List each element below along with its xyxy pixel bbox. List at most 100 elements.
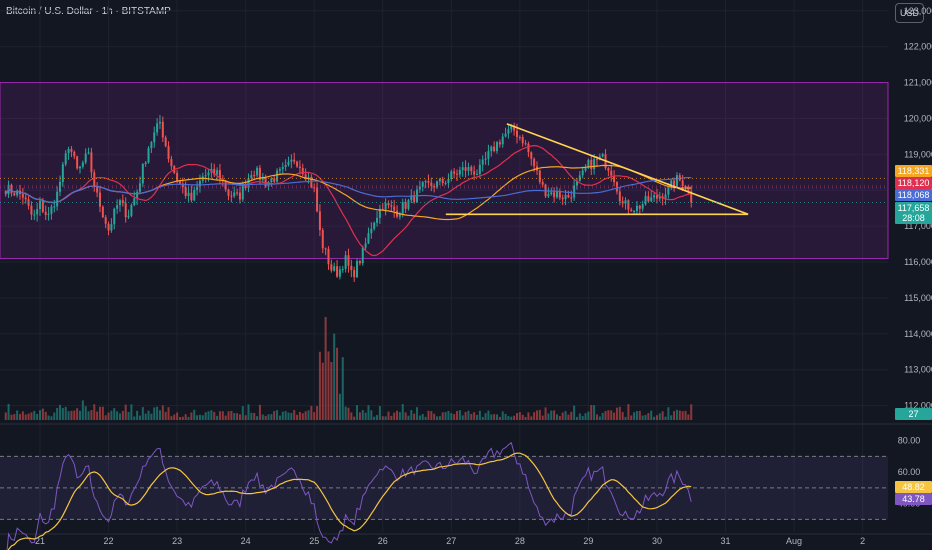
volume-bar (19, 413, 22, 420)
volume-bar (390, 415, 393, 420)
candle-body (187, 192, 190, 197)
triangle-pattern (445, 123, 749, 216)
candle-body (196, 186, 199, 190)
candle-body (230, 195, 233, 197)
volume-bar (458, 410, 461, 420)
volume-bar (373, 416, 376, 420)
candle-body (635, 205, 638, 212)
candle-body (78, 166, 81, 169)
candle-body (367, 233, 370, 244)
volume-bar (307, 410, 310, 420)
volume-bar (181, 416, 184, 420)
candle-body (498, 142, 501, 145)
volume-bar (653, 416, 656, 420)
volume-bar (76, 408, 79, 420)
volume-bar (147, 410, 150, 420)
volume-bar (550, 410, 553, 420)
volume-bar (287, 412, 290, 420)
candle-body (467, 167, 470, 171)
volume-bar (304, 411, 307, 420)
candle-body (141, 164, 144, 184)
volume-bar (527, 412, 530, 420)
candle-body (456, 173, 459, 175)
volume-bar (473, 412, 476, 420)
candle-body (16, 190, 19, 196)
candle-body (278, 169, 281, 171)
price-tick-label: 121,000 (904, 78, 932, 88)
volume-bar (638, 410, 641, 420)
candle-body (318, 211, 321, 230)
candle-body (64, 153, 67, 165)
candle-body (58, 181, 61, 192)
volume-bar (16, 410, 19, 420)
volume-bar (216, 415, 219, 420)
candle-body (287, 161, 290, 166)
volume-bar (267, 414, 270, 420)
currency-button[interactable]: USD (895, 3, 924, 23)
candle-body (101, 206, 104, 218)
candle-body (464, 167, 467, 171)
candle-body (584, 168, 587, 171)
candle-body (473, 171, 476, 175)
volume-bar (570, 411, 573, 420)
candle-body (675, 175, 678, 188)
volume-bar (624, 416, 627, 420)
volume-bar (253, 413, 256, 420)
candle-body (521, 137, 524, 144)
candle-body (453, 171, 456, 174)
volume-bar (116, 411, 119, 420)
volume-bar (176, 412, 179, 420)
volume-bar (678, 410, 681, 420)
candle-body (238, 192, 241, 200)
volume-bar (30, 412, 33, 420)
candle-body (658, 196, 661, 199)
volume-bar (607, 410, 610, 420)
volume-bar (647, 413, 650, 420)
rsi-badge: 43.78 (902, 494, 925, 504)
time-tick-label: 25 (309, 536, 319, 546)
candle-body (327, 248, 330, 265)
candle-body (30, 205, 33, 215)
candle-body (156, 123, 159, 133)
volume-bar (441, 412, 444, 420)
price-badge-bg (895, 177, 932, 189)
volume-bar (367, 405, 370, 420)
volume-bar (101, 406, 104, 420)
candle-body (190, 192, 193, 201)
candle-body (587, 159, 590, 169)
candle-body (161, 121, 164, 138)
candle-body (567, 195, 570, 198)
symbol-title[interactable]: Bitcoin / U.S. Dollar · 1h · BITSTAMP (6, 6, 171, 17)
price-tick-label: 115,000 (904, 293, 932, 303)
volume-bar (213, 412, 216, 420)
volume-bar (13, 414, 16, 420)
candle-body (56, 191, 59, 207)
volume-bar (10, 414, 13, 420)
volume-bar (153, 407, 156, 420)
candle-body (398, 213, 401, 217)
volume-bar (504, 413, 507, 420)
candle-body (530, 152, 533, 159)
volume-bar (470, 413, 473, 420)
volume-bar (567, 414, 570, 420)
candle-body (47, 213, 50, 215)
candle-body (527, 143, 530, 153)
volume-bar (547, 413, 550, 420)
volume-bar (555, 414, 558, 420)
volume-bar (244, 415, 247, 420)
candle-body (193, 189, 196, 201)
volume-bar (210, 410, 213, 420)
volume-bar (84, 406, 87, 420)
volume-bar (496, 414, 498, 420)
candle-body (241, 185, 244, 200)
time-tick-label: Aug (786, 536, 802, 546)
candle-body (358, 261, 361, 264)
candle-body (601, 154, 604, 157)
candle-body (615, 182, 618, 192)
volume-bar (384, 416, 387, 420)
candle-body (227, 189, 230, 196)
volume-bar (518, 412, 521, 420)
volume-bar (450, 413, 453, 420)
candle-body (10, 184, 13, 194)
